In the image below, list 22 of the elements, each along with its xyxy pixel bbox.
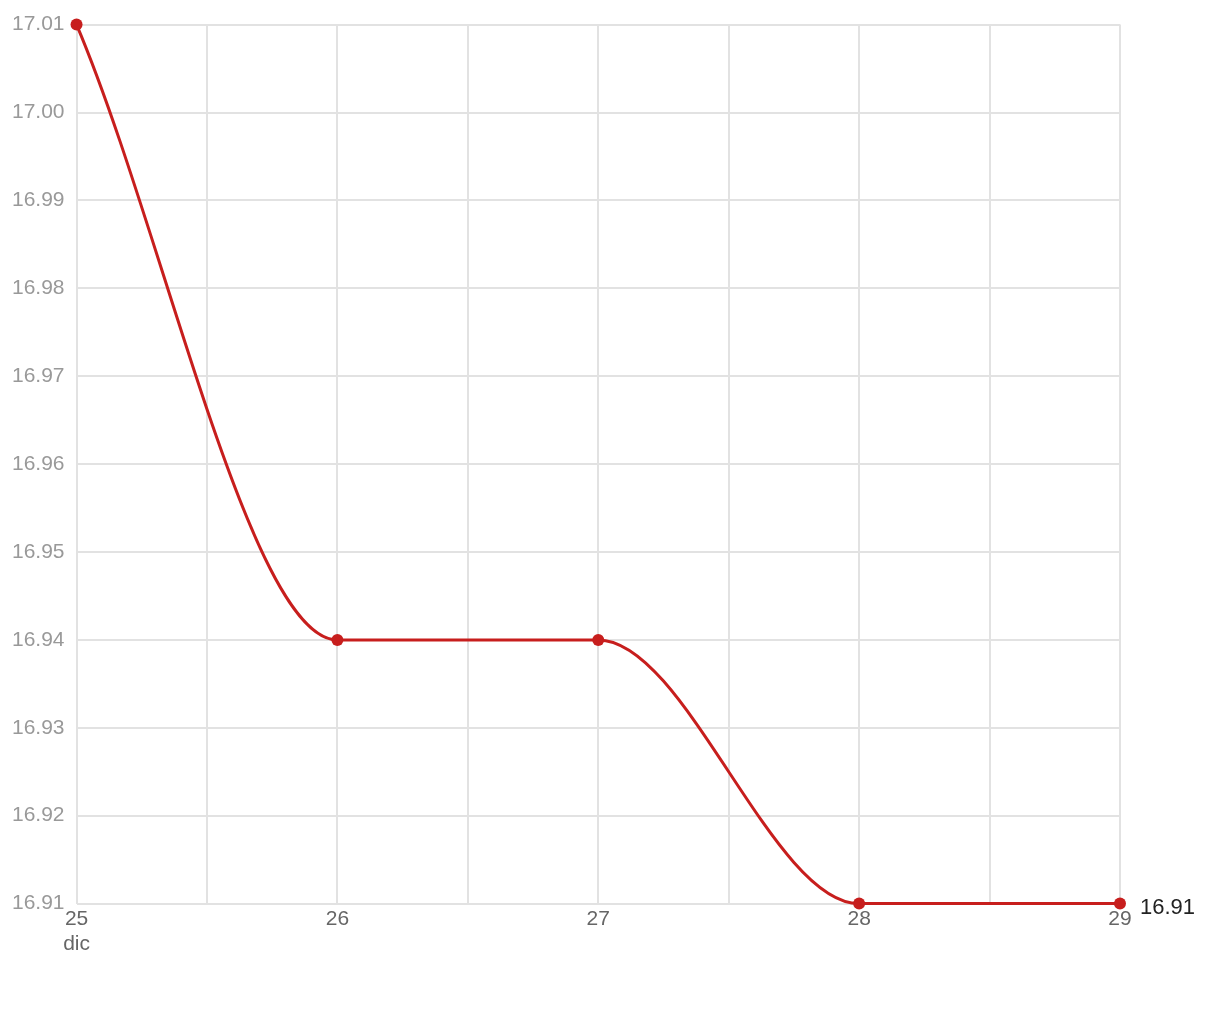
y-tick-label: 16.96 bbox=[11, 450, 65, 474]
y-tick-label: 16.94 bbox=[11, 626, 65, 650]
point bbox=[1114, 897, 1126, 910]
point bbox=[70, 18, 83, 31]
y-tick-label: 16.95 bbox=[11, 538, 65, 562]
data-label: 16.91 bbox=[1140, 893, 1196, 919]
x-tick-label: 27 bbox=[586, 906, 610, 929]
y-tick-label: 17.00 bbox=[11, 99, 65, 123]
x-tick-label: 25 dic bbox=[63, 906, 90, 955]
x-tick-label: 28 bbox=[847, 906, 871, 929]
y-tick-label: 16.93 bbox=[11, 714, 65, 738]
y-tick-label: 16.92 bbox=[11, 802, 65, 826]
y-tick-label: 16.97 bbox=[11, 363, 65, 386]
y-tick-label: 17.01 bbox=[11, 11, 65, 35]
point bbox=[592, 633, 605, 646]
y-tick-label: 16.99 bbox=[11, 187, 65, 211]
point bbox=[853, 897, 866, 910]
point bbox=[331, 633, 344, 646]
x-tick-label: 26 bbox=[325, 906, 350, 929]
y-tick-label: 16.98 bbox=[11, 275, 65, 299]
x-tick-label: 29 bbox=[1108, 906, 1132, 929]
y-tick-label: 16.91 bbox=[11, 890, 65, 914]
